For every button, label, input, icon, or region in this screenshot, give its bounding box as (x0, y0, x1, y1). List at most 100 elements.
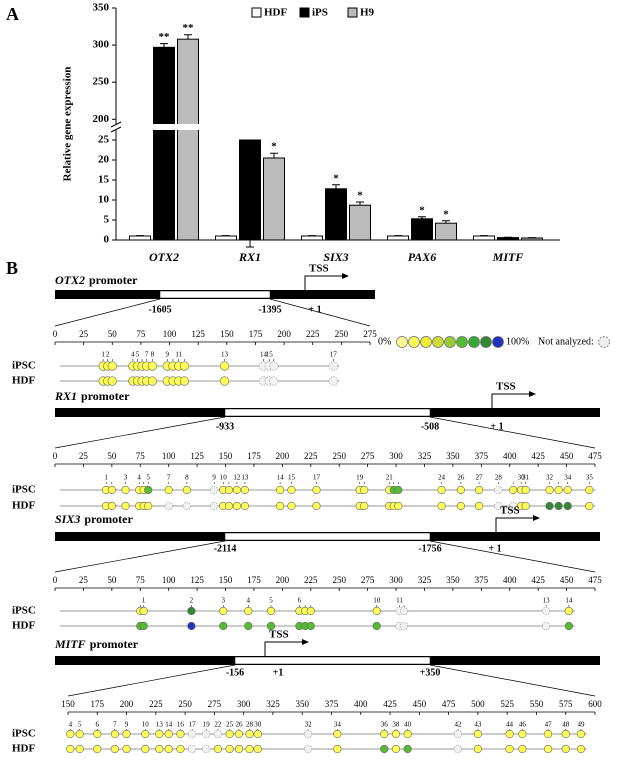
scale-tick-label: 25 (79, 451, 89, 461)
x-tick-label: PAX6 (408, 250, 436, 264)
site-label: 46 (519, 721, 527, 729)
scale-tick-label: 425 (531, 451, 545, 461)
cpg-site (544, 729, 553, 739)
cpg-not-analyzed (269, 361, 279, 371)
site-label: 15 (266, 351, 274, 359)
cpg-site (240, 485, 249, 495)
scale-tick-label: 150 (219, 451, 233, 461)
cpg-site (225, 744, 234, 754)
cpg-site (141, 744, 150, 754)
scale-tick-label: 250 (178, 699, 192, 709)
error-bar (442, 220, 450, 224)
error-bar (270, 152, 278, 158)
bar (153, 46, 175, 241)
axis-break (110, 124, 554, 130)
cpg-site (107, 361, 117, 371)
legend-label: iPS (312, 7, 328, 19)
cpg-site (505, 729, 514, 739)
scale-tick-label: 200 (277, 329, 291, 339)
site-label: 8 (185, 474, 189, 482)
scale-tick-label: 200 (276, 451, 290, 461)
tss-label: TSS (269, 629, 289, 641)
amplicon-region (224, 408, 431, 417)
error-bar (160, 43, 168, 48)
scale-tick-label: 575 (559, 699, 573, 709)
x-tick-label: RX1 (238, 250, 261, 264)
site-label: 13 (543, 597, 551, 605)
y-tick-label: 25 (98, 134, 110, 146)
scale-tick-label: 525 (500, 699, 514, 709)
cpg-not-analyzed (494, 485, 503, 495)
site-label: 19 (356, 474, 364, 482)
legend-swatch (347, 7, 358, 18)
site-label: 42 (454, 721, 462, 729)
cpg-site (391, 744, 401, 754)
tss-arrow (491, 393, 532, 408)
site-label: 49 (577, 721, 585, 729)
cpg-site (403, 729, 412, 739)
scale-tick-label: 150 (220, 329, 234, 339)
scale-tick-label: 425 (531, 575, 545, 585)
legend-swatch (299, 7, 310, 18)
cpg-site (244, 606, 253, 616)
cpg-site (473, 744, 482, 754)
bar (301, 235, 323, 241)
scale-tick-label: 475 (588, 451, 602, 461)
y-tick-label: 250 (93, 76, 110, 88)
legend-low: 0% (378, 336, 391, 347)
scale-tick-label: 100 (163, 329, 177, 339)
significance-label: * (357, 190, 363, 202)
site-label: 2 (190, 597, 194, 605)
y-tick-label: 5 (104, 214, 110, 226)
cpg-site (164, 485, 173, 495)
site-label: 40 (404, 721, 412, 729)
cpg-site (219, 606, 228, 616)
cpg-not-analyzed (509, 501, 518, 511)
cpg-site (403, 744, 412, 754)
cpg-site (244, 621, 253, 631)
cpg-site (391, 729, 401, 739)
bar (129, 235, 151, 241)
cpg-site (287, 485, 296, 495)
cpg-site (234, 729, 244, 739)
cpg-site (521, 485, 530, 495)
legend-circle (468, 336, 480, 348)
panel-label: A (6, 4, 19, 24)
legend-swatch (251, 7, 262, 18)
site-label: 11 (175, 351, 182, 359)
scale-tick-label: 225 (306, 329, 320, 339)
coordinate-label: + 1 (488, 543, 501, 554)
cpg-not-analyzed (269, 376, 279, 386)
coordinate-label: +1 (273, 667, 284, 678)
cpg-site (360, 501, 369, 511)
cpg-site (545, 485, 554, 495)
site-label: 4 (69, 721, 73, 729)
zoom-lines (54, 540, 596, 573)
row-label: iPSC (12, 484, 36, 496)
site-label: 9 (212, 474, 216, 482)
y-tick-label: 20 (98, 154, 110, 166)
cpg-site (306, 621, 315, 631)
site-label: 14 (277, 474, 285, 482)
cpg-site (266, 621, 276, 631)
promoter-label: promoter (89, 273, 138, 287)
cpg-site (333, 744, 342, 754)
cpg-site (245, 744, 254, 754)
error-bar (246, 140, 254, 248)
site-label: 27 (476, 474, 484, 482)
cpg-site (107, 485, 116, 495)
site-label: 36 (381, 721, 389, 729)
scale-tick-label: 475 (442, 699, 456, 709)
scale-tick-label: 175 (249, 329, 263, 339)
scale-tick-label: 275 (361, 451, 375, 461)
significance-label: * (443, 208, 449, 220)
cpg-site (121, 485, 130, 495)
site-label: 28 (495, 474, 503, 482)
cpg-site (564, 606, 573, 616)
cpg-not-analyzed (303, 729, 313, 739)
scale-tick-label: 0 (53, 329, 58, 339)
scale-tick-label: 400 (503, 451, 517, 461)
cpg-site (176, 729, 185, 739)
scale-tick-label: 175 (91, 699, 105, 709)
cpg-site (509, 485, 518, 495)
